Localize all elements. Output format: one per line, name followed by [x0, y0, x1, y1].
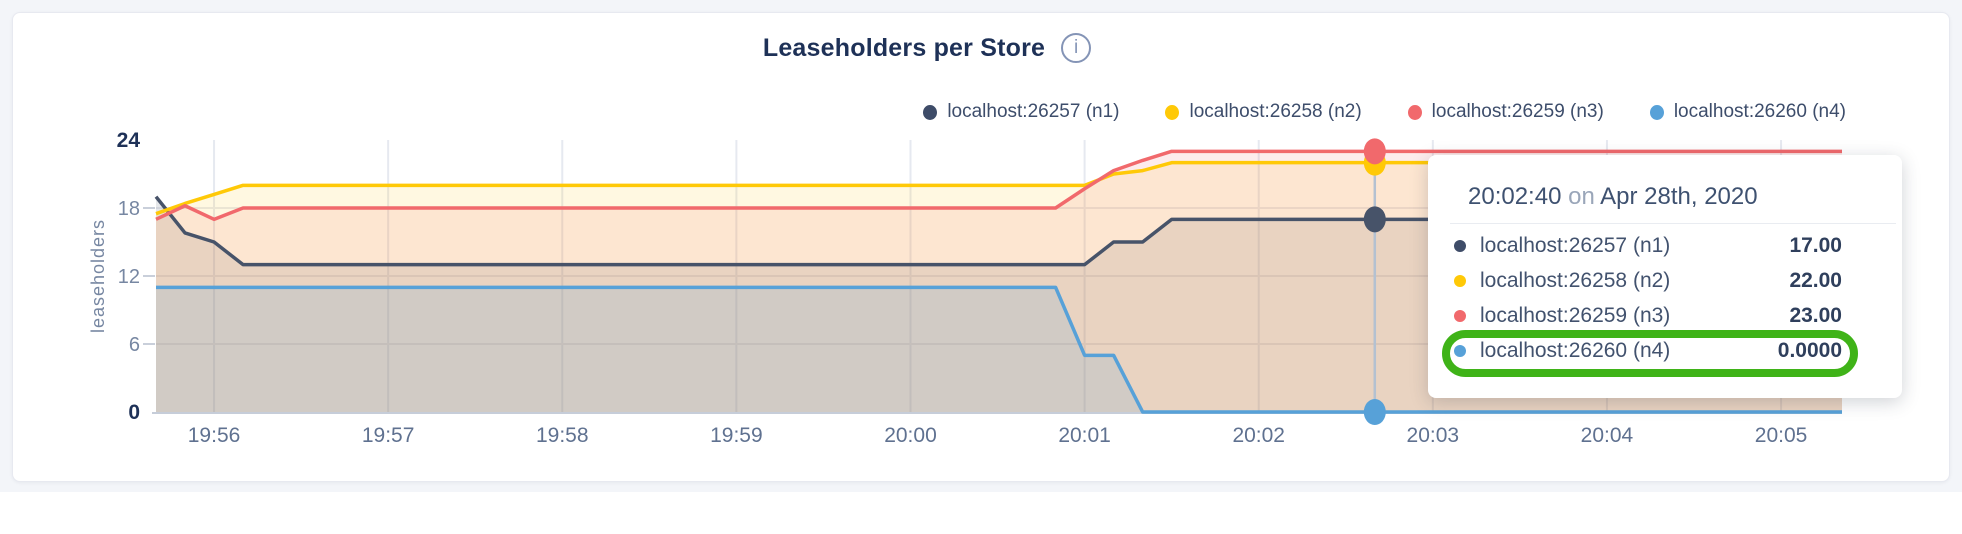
- legend-dot-n2: [1165, 104, 1180, 120]
- tooltip-row-n3: localhost:26259 (n3) 23.00: [1454, 298, 1842, 333]
- x-tick-label: 20:00: [884, 424, 937, 447]
- tooltip-connector: on: [1568, 183, 1595, 210]
- legend-label: localhost:26257 (n1): [947, 101, 1120, 122]
- x-tick-label: 19:59: [710, 424, 763, 447]
- tooltip-series-value: 0.0000: [1777, 338, 1842, 362]
- legend-dot-n1: [923, 104, 938, 120]
- x-tick-label: 20:01: [1058, 424, 1111, 447]
- tooltip-timestamp: 20:02:40 on Apr 28th, 2020: [1428, 155, 1902, 211]
- series-dot-n1: [1454, 239, 1466, 252]
- legend-label: localhost:26259 (n3): [1431, 101, 1604, 122]
- series-area-3: [156, 151, 1842, 413]
- legend: localhost:26257 (n1) localhost:26258 (n2…: [923, 101, 1846, 123]
- x-tick-label: 20:02: [1232, 424, 1285, 447]
- legend-label: localhost:26258 (n2): [1189, 101, 1362, 122]
- y-tick-label: 24: [117, 129, 141, 152]
- hover-dot-1: [1363, 206, 1386, 233]
- y-tick-label: 6: [129, 334, 140, 356]
- series-area-4: [156, 287, 1842, 412]
- tooltip-divider: [1450, 223, 1896, 224]
- tooltip-row-n1: localhost:26257 (n1) 17.00: [1454, 228, 1842, 263]
- tooltip-date: Apr 28th, 2020: [1600, 183, 1758, 210]
- y-tick-label: 12: [118, 266, 140, 288]
- legend-item-n1[interactable]: localhost:26257 (n1): [923, 101, 1119, 123]
- tooltip-series-label: localhost:26257 (n1): [1480, 233, 1671, 257]
- series-dot-n4: [1454, 344, 1466, 357]
- y-tick-label: 0: [128, 401, 140, 424]
- series-line-1: [154, 195, 1842, 267]
- info-icon[interactable]: i: [1061, 33, 1092, 63]
- series-line-3: [155, 149, 1842, 222]
- tooltip-series-label: localhost:26260 (n4): [1480, 338, 1671, 362]
- legend-dot-n3: [1407, 104, 1422, 120]
- x-tick-label: 20:05: [1755, 424, 1808, 447]
- tooltip-series-label: localhost:26259 (n3): [1480, 303, 1671, 327]
- legend-label: localhost:26260 (n4): [1673, 101, 1846, 122]
- series-dot-n3: [1454, 309, 1466, 322]
- x-tick-label: 19:56: [188, 424, 241, 447]
- x-tick-label: 20:03: [1407, 424, 1460, 447]
- series-line-2: [155, 160, 1842, 216]
- y-tick-label: 18: [118, 198, 140, 220]
- x-tick-label: 19:57: [362, 424, 415, 447]
- series-area-1: [156, 196, 1842, 412]
- chart-header: Leaseholders per Store i: [13, 33, 1841, 63]
- hover-dot-3: [1363, 138, 1386, 165]
- tooltip-series-value: 22.00: [1789, 268, 1842, 292]
- y-axis-label: leaseholders: [88, 219, 108, 333]
- tooltip-row-n2: localhost:26258 (n2) 22.00: [1454, 263, 1842, 298]
- tooltip-rows: localhost:26257 (n1) 17.00 localhost:262…: [1428, 228, 1902, 368]
- legend-item-n2[interactable]: localhost:26258 (n2): [1165, 101, 1362, 123]
- x-tick-label: 20:04: [1581, 424, 1634, 447]
- tooltip-row-n4-highlighted: localhost:26260 (n4) 0.0000: [1454, 333, 1842, 368]
- tooltip-series-value: 23.00: [1789, 303, 1842, 327]
- series-dot-n2: [1454, 274, 1466, 287]
- hover-tooltip: 20:02:40 on Apr 28th, 2020 localhost:262…: [1428, 155, 1902, 398]
- chart-title: Leaseholders per Store: [762, 33, 1046, 62]
- tooltip-series-value: 17.00: [1789, 233, 1842, 257]
- legend-dot-n4: [1649, 104, 1664, 120]
- hover-dot-4: [1363, 399, 1386, 425]
- legend-item-n3[interactable]: localhost:26259 (n3): [1407, 101, 1604, 123]
- legend-item-n4[interactable]: localhost:26260 (n4): [1649, 101, 1846, 123]
- tooltip-series-label: localhost:26258 (n2): [1480, 268, 1671, 292]
- x-tick-label: 19:58: [536, 424, 589, 447]
- series-line-4: [156, 285, 1842, 414]
- tooltip-time: 20:02:40: [1468, 183, 1562, 210]
